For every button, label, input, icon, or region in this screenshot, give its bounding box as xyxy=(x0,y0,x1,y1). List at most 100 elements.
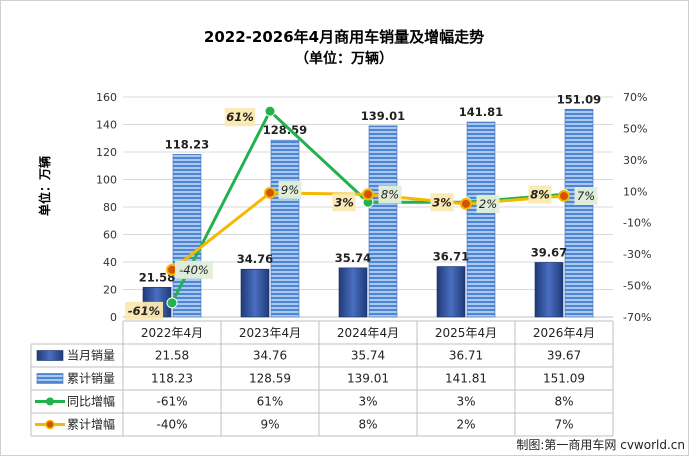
y-left-tick-label: 60 xyxy=(103,229,117,242)
y-right-tick-label: 50% xyxy=(623,122,647,135)
legend-key-cumulative xyxy=(36,373,64,384)
table-cell: 36.71 xyxy=(449,349,483,363)
table-cell: 8% xyxy=(358,418,377,432)
table-cell: 8% xyxy=(554,395,573,409)
cum-growth-label-box xyxy=(278,180,302,199)
legend-label: 同比增幅 xyxy=(67,394,115,409)
table-cell: -40% xyxy=(156,418,187,432)
chart-subtitle: （单位：万辆） xyxy=(295,50,393,67)
point-cumulative-growth xyxy=(362,188,374,201)
table-cell: -61% xyxy=(156,395,187,409)
bar-monthly-sales xyxy=(534,262,564,318)
cum-growth-label: 9% xyxy=(281,183,299,197)
bar-monthly-label: 34.76 xyxy=(237,252,273,266)
x-tick-label: 2025年4月 xyxy=(435,326,497,340)
bar-cumulative-sales xyxy=(564,108,594,318)
y-left-tick-label: 40 xyxy=(103,256,117,269)
bar-monthly-label: 36.71 xyxy=(433,250,469,264)
table-cell: 2% xyxy=(456,418,475,432)
y-right-tick-label: 70% xyxy=(623,91,647,104)
y-left-tick-label: 100 xyxy=(96,174,117,187)
y-right-tick-label: -30% xyxy=(623,248,651,261)
table-cell: 3% xyxy=(456,395,475,409)
cum-growth-label: 2% xyxy=(479,197,497,211)
yoy-label: 3% xyxy=(432,195,452,209)
table-cell: 3% xyxy=(358,395,377,409)
table-cell: 9% xyxy=(260,418,279,432)
table-cell: 39.67 xyxy=(547,349,581,363)
bar-cumulative-label: 141.81 xyxy=(459,105,503,119)
yoy-label-box xyxy=(430,193,454,212)
point-cumulative-growth xyxy=(264,186,276,199)
yoy-label: 3% xyxy=(334,195,354,209)
table-cell: 141.81 xyxy=(445,372,487,386)
yoy-label-box xyxy=(528,185,552,204)
point-yoy-growth xyxy=(166,297,178,309)
cum-growth-label: 7% xyxy=(577,189,595,203)
bar-monthly-sales xyxy=(338,267,368,318)
y-left-tick-label: 160 xyxy=(96,91,117,104)
bar-cumulative-label: 139.01 xyxy=(361,109,405,123)
y-left-tick-label: 120 xyxy=(96,146,117,159)
y-left-tick-label: 80 xyxy=(103,201,117,214)
cum-growth-label-box xyxy=(476,194,500,213)
bar-monthly-sales xyxy=(436,266,466,318)
y-right-tick-label: 30% xyxy=(623,154,647,167)
x-tick-label: 2022年4月 xyxy=(141,326,203,340)
y-right-tick-label: -70% xyxy=(623,311,651,324)
y-left-tick-label: 0 xyxy=(110,311,117,324)
table-cell: 7% xyxy=(554,418,573,432)
credit-text: 制图:第一商用车网 cvworld.cn xyxy=(516,437,685,452)
table-cell: 21.58 xyxy=(155,349,189,363)
cum-growth-label-box xyxy=(378,185,402,204)
yoy-label: 61% xyxy=(226,110,254,124)
plot-area: 0 20 40 60 80 100 120 140 160 -70% -50% -30% -10% 10%… xyxy=(96,91,651,324)
point-yoy-growth xyxy=(264,105,276,117)
cum-growth-label: -40% xyxy=(179,263,209,277)
legend-key-cum-growth-marker xyxy=(45,419,55,430)
bar-monthly-label: 35.74 xyxy=(335,251,371,265)
bar-cumulative-sales xyxy=(368,125,398,318)
x-tick-label: 2023年4月 xyxy=(239,326,301,340)
yoy-label: -61% xyxy=(128,304,160,318)
table-cell: 118.23 xyxy=(151,372,193,386)
yoy-label-box xyxy=(224,108,256,127)
y-left-tick-label: 140 xyxy=(96,119,117,132)
bar-cumulative-label: 151.09 xyxy=(557,92,601,106)
table-cell: 151.09 xyxy=(543,372,585,386)
cum-growth-label-box xyxy=(175,260,213,279)
bar-monthly-label: 39.67 xyxy=(531,245,567,259)
table-cell: 139.01 xyxy=(347,372,389,386)
legend-label: 当月销量 xyxy=(67,349,115,363)
y-left-tick-label: 20 xyxy=(103,284,117,297)
y-right-tick-label: -10% xyxy=(623,217,651,230)
bar-monthly-label: 21.58 xyxy=(139,270,175,284)
legend-label: 累计销量 xyxy=(67,372,115,386)
chart-title: 2022-2026年4月商用车销量及增幅走势 xyxy=(204,28,484,46)
yoy-label-box xyxy=(125,301,163,320)
table-cell: 128.59 xyxy=(249,372,291,386)
y-right-tick-label: -50% xyxy=(623,280,651,293)
bar-monthly-sales xyxy=(240,268,270,318)
yoy-label-box xyxy=(332,193,356,212)
x-tick-label: 2026年4月 xyxy=(533,326,595,340)
y-axis-label: 单位：万辆 xyxy=(37,156,52,216)
x-tick-label: 2024年4月 xyxy=(337,326,399,340)
cum-growth-label-box xyxy=(574,187,598,205)
point-cumulative-growth xyxy=(558,190,570,202)
legend-label: 累计增幅 xyxy=(67,417,115,432)
bar-cumulative-sales xyxy=(466,121,496,318)
y-right-tick-label: 10% xyxy=(623,185,647,198)
table-cell: 61% xyxy=(257,395,284,409)
legend-key-yoy-marker xyxy=(46,397,54,406)
point-cumulative-growth xyxy=(460,197,472,210)
table-cell: 35.74 xyxy=(351,349,385,363)
yoy-label: 8% xyxy=(530,187,550,201)
bar-cumulative-label: 118.23 xyxy=(165,137,209,151)
cum-growth-label: 8% xyxy=(381,187,399,201)
bar-cumulative-sales xyxy=(270,139,300,318)
table-cell: 34.76 xyxy=(253,349,287,363)
